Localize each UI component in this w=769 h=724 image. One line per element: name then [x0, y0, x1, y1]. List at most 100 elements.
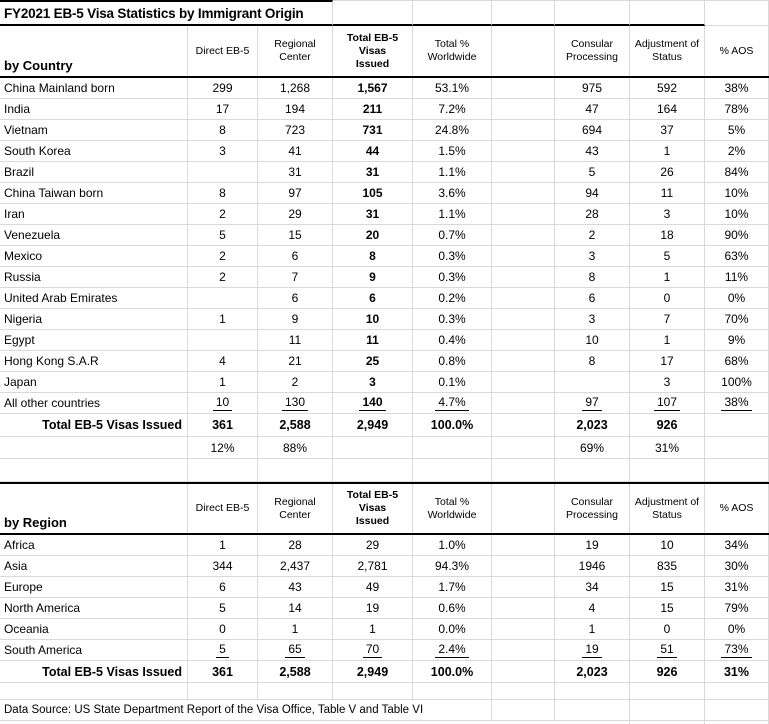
row-label: Russia — [0, 267, 188, 287]
cell-adjustment-of-status: 164 — [630, 99, 705, 119]
cell-direct-eb5: 1 — [188, 535, 258, 555]
cell-regional-center: 1 — [258, 619, 333, 639]
empty-cell — [492, 700, 555, 720]
cell-gap — [492, 120, 555, 140]
empty-cell — [630, 721, 705, 724]
row-label: China Taiwan born — [0, 183, 188, 203]
cell-adjustment-of-status: 835 — [630, 556, 705, 576]
underlined-value: 73% — [721, 642, 752, 658]
empty-cell — [555, 700, 630, 720]
cell-gap — [492, 577, 555, 597]
region-row: Africa 1 28 29 1.0% 19 10 34% — [0, 535, 769, 556]
cell-consular-processing: 975 — [555, 78, 630, 98]
underlined-value: 140 — [359, 395, 386, 411]
cell-consular-processing: 694 — [555, 120, 630, 140]
cell-direct-eb5: 1 — [188, 372, 258, 392]
cell-adjustment-of-status: 15 — [630, 598, 705, 618]
cell-total-visas-issued: 2,949 — [333, 661, 413, 682]
row-label: Europe — [0, 577, 188, 597]
cell-adjustment-of-status: 18 — [630, 225, 705, 245]
cell-direct-eb5: 5 — [188, 598, 258, 618]
row-label: South Korea — [0, 141, 188, 161]
empty-cell — [188, 459, 258, 481]
cell-total-visas-issued: 29 — [333, 535, 413, 555]
cell-consular-processing: 8 — [555, 267, 630, 287]
cell-consular-processing: 28 — [555, 204, 630, 224]
title-row: FY2021 EB-5 Visa Statistics by Immigrant… — [0, 0, 769, 26]
country-row: Vietnam 8 723 731 24.8% 694 37 5% — [0, 120, 769, 141]
cell-gap — [492, 204, 555, 224]
cell-gap — [492, 640, 555, 660]
cell-consular-processing: 3 — [555, 309, 630, 329]
row-label: North America — [0, 598, 188, 618]
cell-total-pct-worldwide: 7.2% — [413, 99, 492, 119]
empty-cell — [258, 459, 333, 481]
cell-total-visas-issued: 10 — [333, 309, 413, 329]
cell-direct-eb5: 12% — [188, 437, 258, 458]
page-title: FY2021 EB-5 Visa Statistics by Immigrant… — [0, 0, 333, 26]
empty-cell — [413, 683, 492, 699]
cell-pct-aos: 10% — [705, 183, 769, 203]
empty-cell — [630, 459, 705, 481]
underlined-value: 38% — [721, 395, 752, 411]
section-label: by Country — [0, 26, 188, 76]
cell-regional-center: 2,588 — [258, 661, 333, 682]
cell-regional-center: 88% — [258, 437, 333, 458]
cell-gap — [492, 393, 555, 413]
empty-cell — [630, 0, 705, 26]
region-table: by Region Direct EB-5 Regional Center Total… — [0, 482, 769, 700]
cell-regional-center: 723 — [258, 120, 333, 140]
cell-gap — [492, 351, 555, 371]
cell-adjustment-of-status: 37 — [630, 120, 705, 140]
cell-consular-processing: 94 — [555, 183, 630, 203]
cell-direct-eb5: 1 — [188, 309, 258, 329]
cell-adjustment-of-status: 5 — [630, 246, 705, 266]
empty-cell — [705, 700, 769, 720]
country-row: India 17 194 211 7.2% 47 164 78% — [0, 99, 769, 120]
cell-pct-aos: 34% — [705, 535, 769, 555]
cell-adjustment-of-status: 3 — [630, 372, 705, 392]
cell-regional-center: 1,268 — [258, 78, 333, 98]
cell-adjustment-of-status: 0 — [630, 288, 705, 308]
cell-gap — [492, 267, 555, 287]
cell-total-pct-worldwide: 24.8% — [413, 120, 492, 140]
cell-gap — [492, 309, 555, 329]
cell-regional-center: 2,588 — [258, 414, 333, 436]
cell-direct-eb5: 299 — [188, 78, 258, 98]
empty-cell — [258, 683, 333, 699]
row-label: South America — [0, 640, 188, 660]
cell-total-pct-worldwide: 100.0% — [413, 661, 492, 682]
cell-direct-eb5: 8 — [188, 183, 258, 203]
cell-total-visas-issued: 731 — [333, 120, 413, 140]
col-header-total-visas-issued: Total EB-5 Visas Issued — [333, 484, 413, 533]
row-label: Vietnam — [0, 120, 188, 140]
empty-cell — [630, 700, 705, 720]
country-row: Iran 2 29 31 1.1% 28 3 10% — [0, 204, 769, 225]
empty-cell — [333, 0, 413, 26]
cell-pct-aos: 84% — [705, 162, 769, 182]
cell-pct-aos: 0% — [705, 288, 769, 308]
col-header-direct-eb5: Direct EB-5 — [188, 484, 258, 533]
cell-adjustment-of-status: 0 — [630, 619, 705, 639]
cell-consular-processing: 47 — [555, 99, 630, 119]
cell-regional-center: 43 — [258, 577, 333, 597]
cell-regional-center: 6 — [258, 246, 333, 266]
row-label: Nigeria — [0, 309, 188, 329]
cell-regional-center: 41 — [258, 141, 333, 161]
cell-total-pct-worldwide: 0.1% — [413, 372, 492, 392]
cell-total-visas-issued — [333, 437, 413, 458]
cell-direct-eb5: 361 — [188, 414, 258, 436]
row-label: Africa — [0, 535, 188, 555]
empty-cell — [413, 459, 492, 481]
cell-pct-aos: 9% — [705, 330, 769, 350]
col-header-total-pct-worldwide: Total % Worldwide — [413, 26, 492, 76]
cell-total-visas-issued: 11 — [333, 330, 413, 350]
cell-gap — [492, 99, 555, 119]
cell-pct-aos: 11% — [705, 267, 769, 287]
cell-gap — [492, 288, 555, 308]
row-label: United Arab Emirates — [0, 288, 188, 308]
cell-total-visas-issued: 3 — [333, 372, 413, 392]
cell-direct-eb5: 10 — [188, 393, 258, 413]
cell-total-visas-issued: 2,781 — [333, 556, 413, 576]
empty-cell — [492, 459, 555, 481]
